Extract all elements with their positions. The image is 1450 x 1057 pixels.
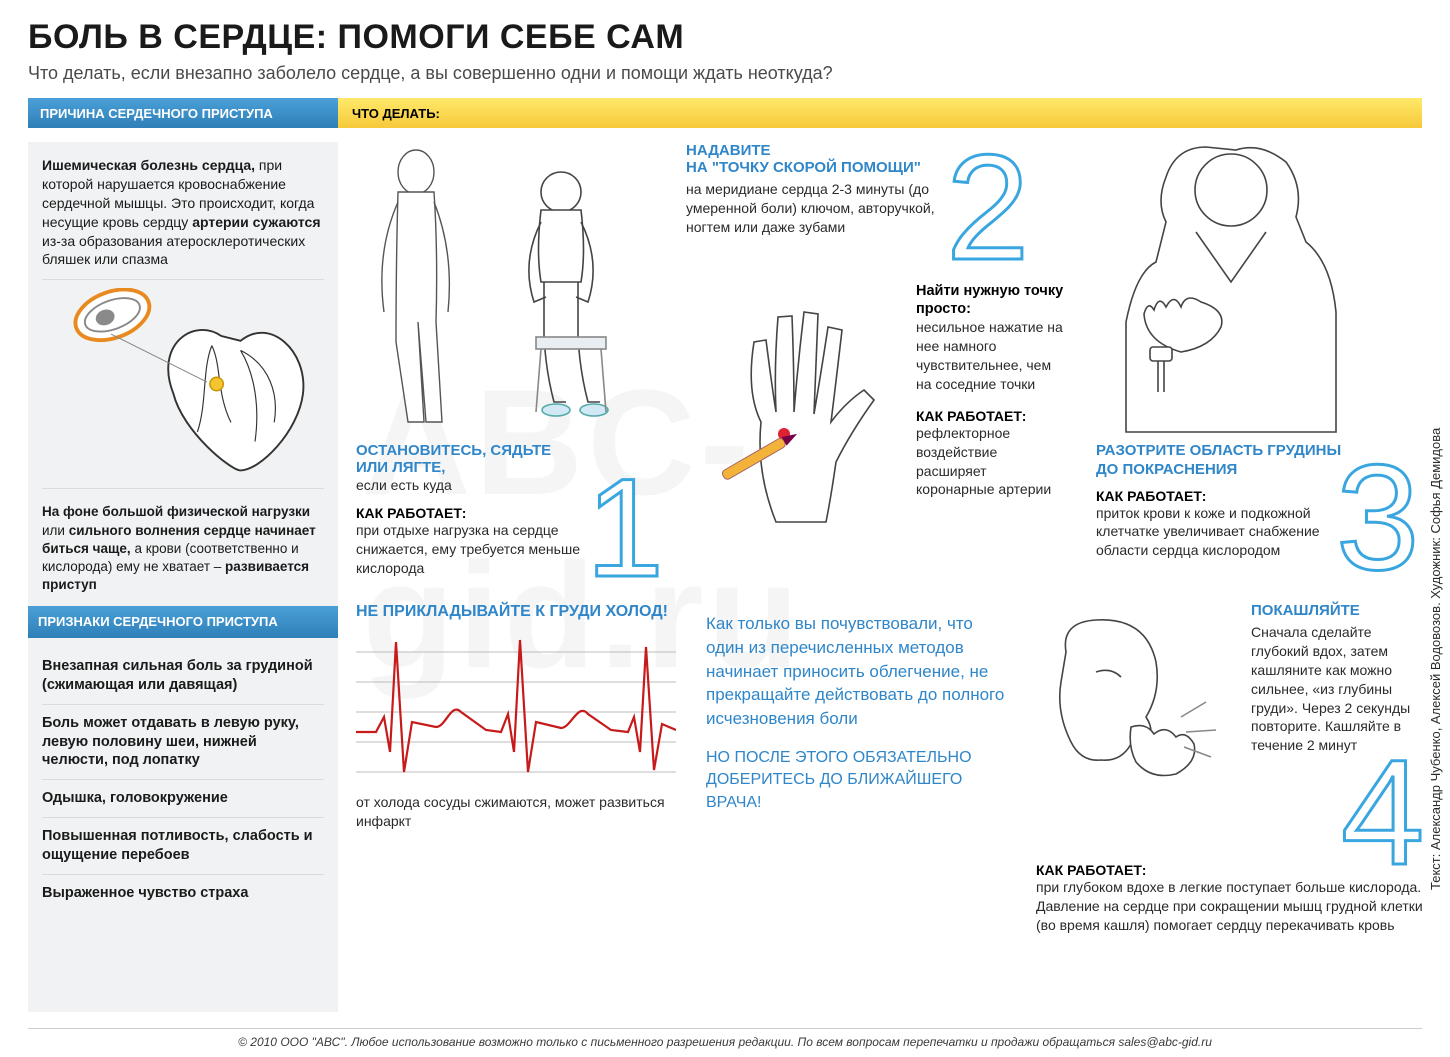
center-note: Как только вы почувствовали, что один из… bbox=[706, 612, 1006, 814]
ecg-chart bbox=[356, 622, 676, 782]
step1-text: ОСТАНОВИТЕСЬ, СЯДЬТЕ ИЛИ ЛЯГТЕ, если ест… bbox=[356, 442, 586, 578]
center-note-p1: Как только вы почувствовали, что один из… bbox=[706, 612, 1006, 731]
step1-number: 1 bbox=[586, 472, 664, 584]
center-note-p2: НО ПОСЛЕ ЭТОГО ОБЯЗАТЕЛЬНО ДОБЕРИТЕСЬ ДО… bbox=[706, 747, 1006, 814]
main-panel: 1 ОСТАНОВИТЕСЬ, СЯДЬТЕ ИЛИ ЛЯГТЕ, если е… bbox=[356, 142, 1422, 1012]
symptoms-header: ПРИЗНАКИ СЕРДЕЧНОГО ПРИСТУПА bbox=[28, 606, 338, 638]
band-cause-header: ПРИЧИНА СЕРДЕЧНОГО ПРИСТУПА bbox=[28, 98, 338, 128]
page-subtitle: Что делать, если внезапно заболело сердц… bbox=[28, 63, 1422, 84]
symptom-item: Одышка, головокружение bbox=[42, 780, 324, 818]
heart-illustration bbox=[42, 279, 324, 489]
step4-text: ПОКАШЛЯЙТЕ Сначала сделайте глубокий вдо… bbox=[1251, 602, 1426, 755]
sidebar: Ишемическая болезнь сердца, при которой … bbox=[28, 142, 338, 1012]
step1-illustration bbox=[356, 142, 666, 432]
cause-bold-1: Ишемическая болезнь сердца, bbox=[42, 157, 255, 173]
step4-illustration bbox=[1036, 612, 1246, 832]
symptom-item: Повышенная потливость, слабость и ощущен… bbox=[42, 818, 324, 875]
cold-caption: от холода сосуды сжимаются, может развит… bbox=[356, 793, 676, 831]
credits-vertical: Текст: Александр Чубенко, Алексей Водово… bbox=[1428, 130, 1446, 890]
symptom-item: Внезапная сильная боль за грудиной (сжим… bbox=[42, 648, 324, 705]
hand-illustration bbox=[686, 272, 926, 532]
footer-copyright: © 2010 ООО "АВС". Любое использование во… bbox=[28, 1028, 1422, 1049]
cold-warning-title: НЕ ПРИКЛАДЫВАЙТЕ К ГРУДИ ХОЛОД! bbox=[356, 602, 676, 622]
columns: Ишемическая болезнь сердца, при которой … bbox=[28, 142, 1422, 1012]
ecg-block: НЕ ПРИКЛАДЫВАЙТЕ К ГРУДИ ХОЛОД! от холод… bbox=[356, 602, 676, 831]
step3-text: РАЗОТРИТЕ ОБЛАСТЬ ГРУДИНЫ ДО ПОКРАСНЕНИЯ… bbox=[1096, 442, 1346, 560]
step2-find: Найти нужную точку просто: несильное наж… bbox=[916, 282, 1066, 499]
step3-illustration bbox=[1086, 142, 1386, 442]
infographic-page: ABC-gid.ru БОЛЬ В СЕРДЦЕ: ПОМОГИ СЕБЕ СА… bbox=[0, 0, 1450, 1057]
step2-number: 2 bbox=[946, 147, 1029, 267]
band-action-header: ЧТО ДЕЛАТЬ: bbox=[338, 98, 1422, 128]
step3-number: 3 bbox=[1336, 457, 1419, 577]
step2-text: НАДАВИТЕ НА "ТОЧКУ СКОРОЙ ПОМОЩИ" на мер… bbox=[686, 142, 941, 237]
symptom-item: Боль может отдавать в левую руку, левую … bbox=[42, 705, 324, 781]
cause-paragraph-1: Ишемическая болезнь сердца, при которой … bbox=[42, 156, 324, 269]
section-band: ПРИЧИНА СЕРДЕЧНОГО ПРИСТУПА ЧТО ДЕЛАТЬ: bbox=[28, 98, 1422, 128]
cause-paragraph-2: На фоне большой физической нагрузки или … bbox=[42, 503, 324, 594]
page-title: БОЛЬ В СЕРДЦЕ: ПОМОГИ СЕБЕ САМ bbox=[28, 18, 1422, 57]
heart-icon bbox=[42, 288, 324, 480]
step4-number: 4 bbox=[1341, 752, 1424, 872]
symptom-item: Выраженное чувство страха bbox=[42, 875, 324, 912]
step4-how: КАК РАБОТАЕТ: при глубоком вдохе в легки… bbox=[1036, 862, 1426, 935]
